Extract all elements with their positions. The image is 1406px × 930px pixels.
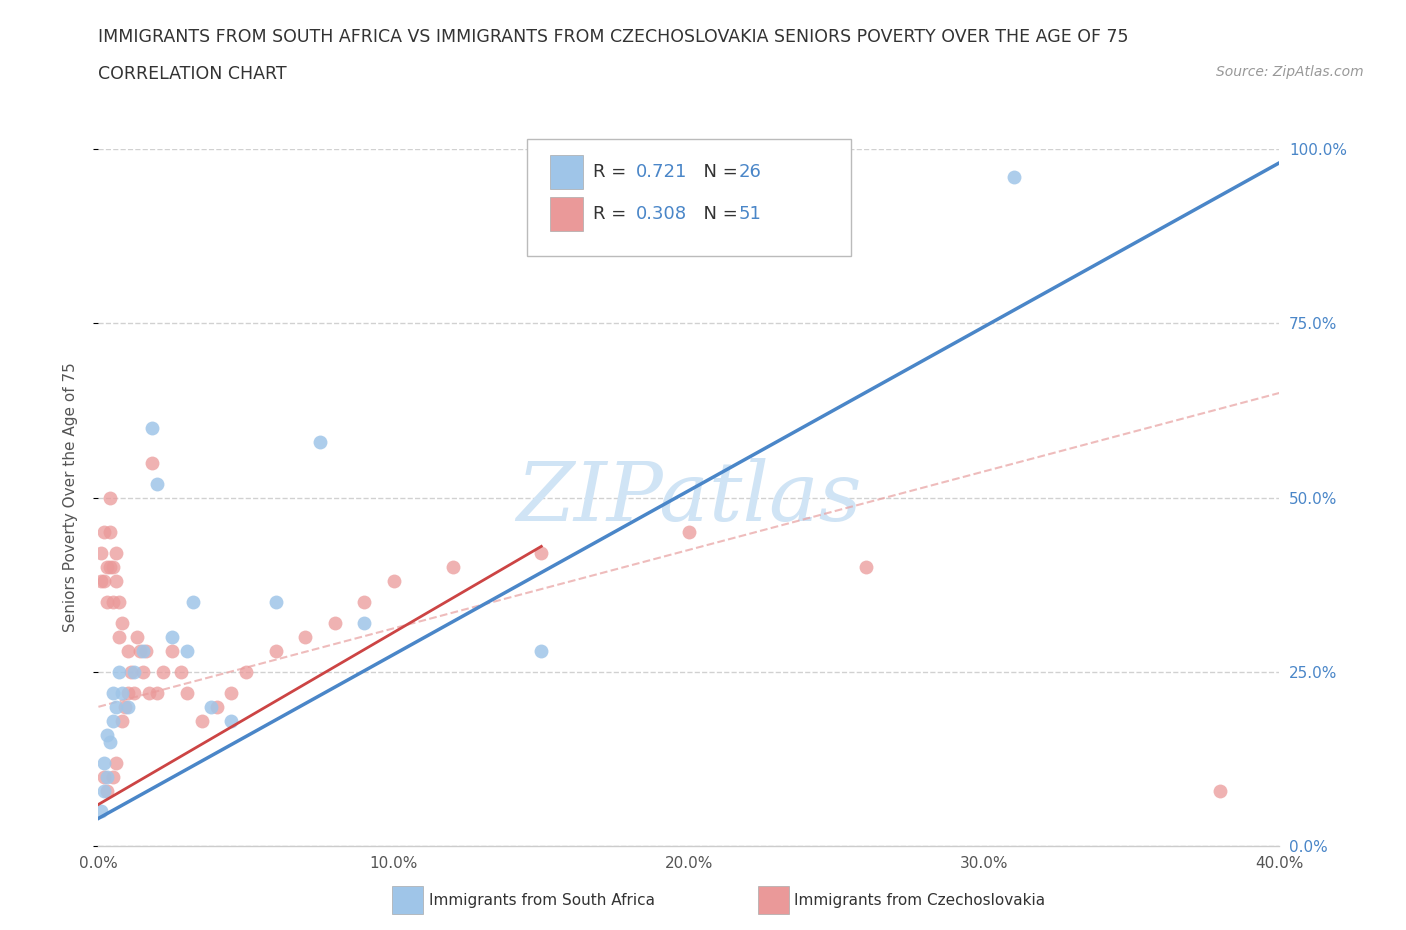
Point	[93, 769, 115, 784]
Point	[530, 546, 553, 561]
Point	[176, 685, 198, 700]
Point	[93, 783, 115, 798]
Point	[309, 434, 332, 449]
Point	[111, 685, 134, 700]
Text: Source: ZipAtlas.com: Source: ZipAtlas.com	[1216, 65, 1364, 79]
Text: Immigrants from South Africa: Immigrants from South Africa	[429, 893, 655, 908]
Point	[105, 574, 128, 589]
Point	[98, 560, 121, 575]
Point	[105, 546, 128, 561]
Point	[98, 735, 121, 750]
Text: CORRELATION CHART: CORRELATION CHART	[98, 65, 287, 83]
Point	[235, 665, 257, 680]
Point	[98, 490, 121, 505]
Point	[98, 525, 121, 540]
Point	[353, 595, 375, 610]
Point	[264, 595, 287, 610]
Point	[1209, 783, 1232, 798]
Point	[96, 727, 118, 742]
Point	[132, 644, 155, 658]
Point	[125, 630, 148, 644]
Point	[205, 699, 228, 714]
Y-axis label: Seniors Poverty Over the Age of 75: Seniors Poverty Over the Age of 75	[63, 363, 77, 632]
Point	[141, 456, 163, 471]
Point	[96, 783, 118, 798]
Point	[122, 665, 145, 680]
Point	[122, 685, 145, 700]
Point	[264, 644, 287, 658]
Text: 0.308: 0.308	[636, 205, 686, 223]
Point	[138, 685, 160, 700]
Point	[191, 713, 214, 728]
Point	[96, 595, 118, 610]
Point	[120, 665, 142, 680]
Point	[96, 560, 118, 575]
Text: IMMIGRANTS FROM SOUTH AFRICA VS IMMIGRANTS FROM CZECHOSLOVAKIA SENIORS POVERTY O: IMMIGRANTS FROM SOUTH AFRICA VS IMMIGRAN…	[98, 28, 1129, 46]
Point	[93, 525, 115, 540]
Point	[146, 476, 169, 491]
Point	[530, 644, 553, 658]
Point	[108, 630, 131, 644]
Point	[1002, 169, 1025, 184]
Point	[152, 665, 174, 680]
Point	[219, 713, 242, 728]
Point	[294, 630, 316, 644]
Point	[90, 546, 112, 561]
Text: 51: 51	[738, 205, 761, 223]
Point	[103, 769, 125, 784]
Point	[108, 595, 131, 610]
Point	[103, 713, 125, 728]
Point	[132, 665, 155, 680]
Point	[117, 644, 139, 658]
Text: ZIPatlas: ZIPatlas	[516, 458, 862, 538]
Point	[219, 685, 242, 700]
Point	[200, 699, 222, 714]
Point	[382, 574, 405, 589]
Point	[111, 713, 134, 728]
Point	[93, 574, 115, 589]
Point	[90, 574, 112, 589]
Text: R =: R =	[593, 205, 633, 223]
Point	[108, 665, 131, 680]
Point	[181, 595, 204, 610]
Text: R =: R =	[593, 163, 633, 181]
Point	[855, 560, 877, 575]
Point	[353, 616, 375, 631]
Point	[117, 685, 139, 700]
Text: N =: N =	[692, 163, 744, 181]
Point	[117, 699, 139, 714]
Point	[105, 699, 128, 714]
Text: N =: N =	[692, 205, 744, 223]
Text: Immigrants from Czechoslovakia: Immigrants from Czechoslovakia	[794, 893, 1046, 908]
Point	[103, 595, 125, 610]
Point	[162, 630, 183, 644]
Point	[135, 644, 157, 658]
Point	[96, 769, 118, 784]
Point	[90, 804, 112, 819]
Point	[170, 665, 193, 680]
Point	[103, 560, 125, 575]
Point	[114, 699, 136, 714]
Point	[441, 560, 464, 575]
Text: 0.721: 0.721	[636, 163, 688, 181]
Point	[678, 525, 700, 540]
Point	[162, 644, 183, 658]
Point	[146, 685, 169, 700]
Point	[103, 685, 125, 700]
Point	[93, 755, 115, 770]
Point	[105, 755, 128, 770]
Text: 26: 26	[738, 163, 761, 181]
Point	[128, 644, 150, 658]
Point	[323, 616, 346, 631]
Point	[111, 616, 134, 631]
Point	[176, 644, 198, 658]
Point	[141, 420, 163, 435]
